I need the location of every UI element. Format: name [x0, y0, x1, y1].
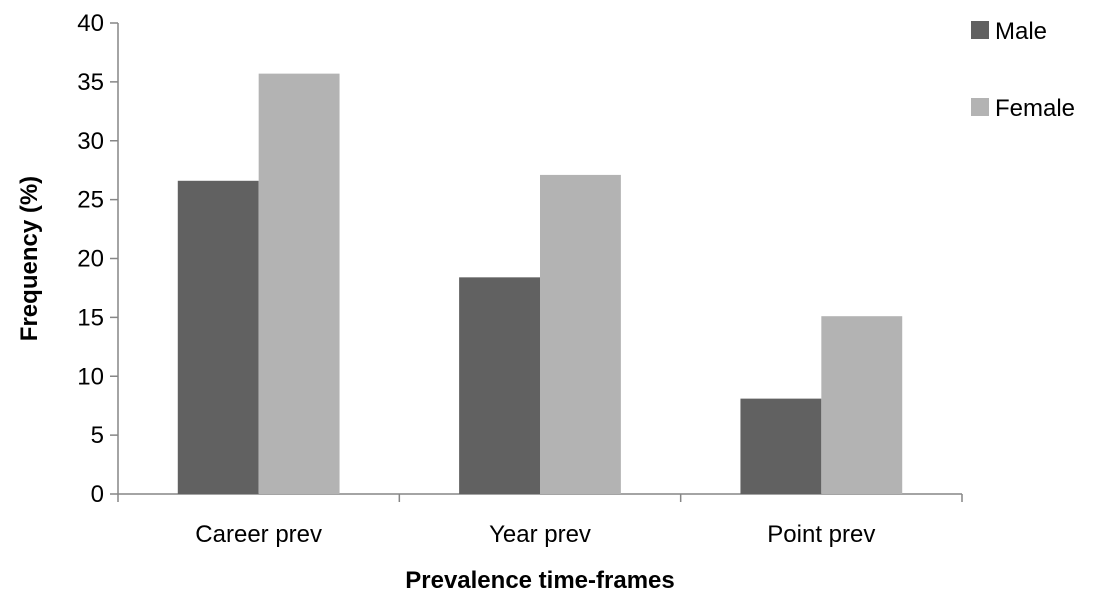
legend-label-female: Female	[995, 95, 1075, 122]
y-tick-label: 15	[77, 304, 104, 331]
y-tick-label: 20	[77, 246, 104, 273]
y-tick-label: 35	[77, 69, 104, 96]
x-tick-label: Career prev	[195, 521, 322, 548]
legend: Male Female	[971, 18, 1075, 122]
bars	[177, 73, 903, 494]
bar-female-year-prev	[540, 174, 621, 494]
x-tick-label: Point prev	[767, 521, 875, 548]
bar-female-career-prev	[258, 73, 340, 494]
legend-label-male: Male	[995, 18, 1047, 45]
legend-swatch-female	[971, 98, 989, 116]
y-tick-label: 10	[77, 363, 104, 390]
y-axis-title: Frequency (%)	[16, 176, 43, 341]
x-axis: Career prev Year prev Point prev	[117, 493, 963, 548]
bar-female-point-prev	[821, 316, 903, 494]
y-tick-label: 5	[91, 422, 104, 449]
y-tick-label: 30	[77, 128, 104, 155]
x-tick-label: Year prev	[489, 521, 591, 548]
y-tick-label: 0	[91, 481, 104, 508]
legend-swatch-male	[971, 21, 989, 39]
bar-male-year-prev	[459, 277, 540, 494]
y-tick-label: 40	[77, 10, 104, 37]
x-axis-title: Prevalence time-frames	[405, 567, 674, 594]
y-axis: 0 5 10 15 20 25 30 35 40	[77, 10, 119, 508]
bar-male-point-prev	[740, 398, 822, 494]
y-tick-label: 25	[77, 187, 104, 214]
bar-male-career-prev	[177, 180, 259, 494]
